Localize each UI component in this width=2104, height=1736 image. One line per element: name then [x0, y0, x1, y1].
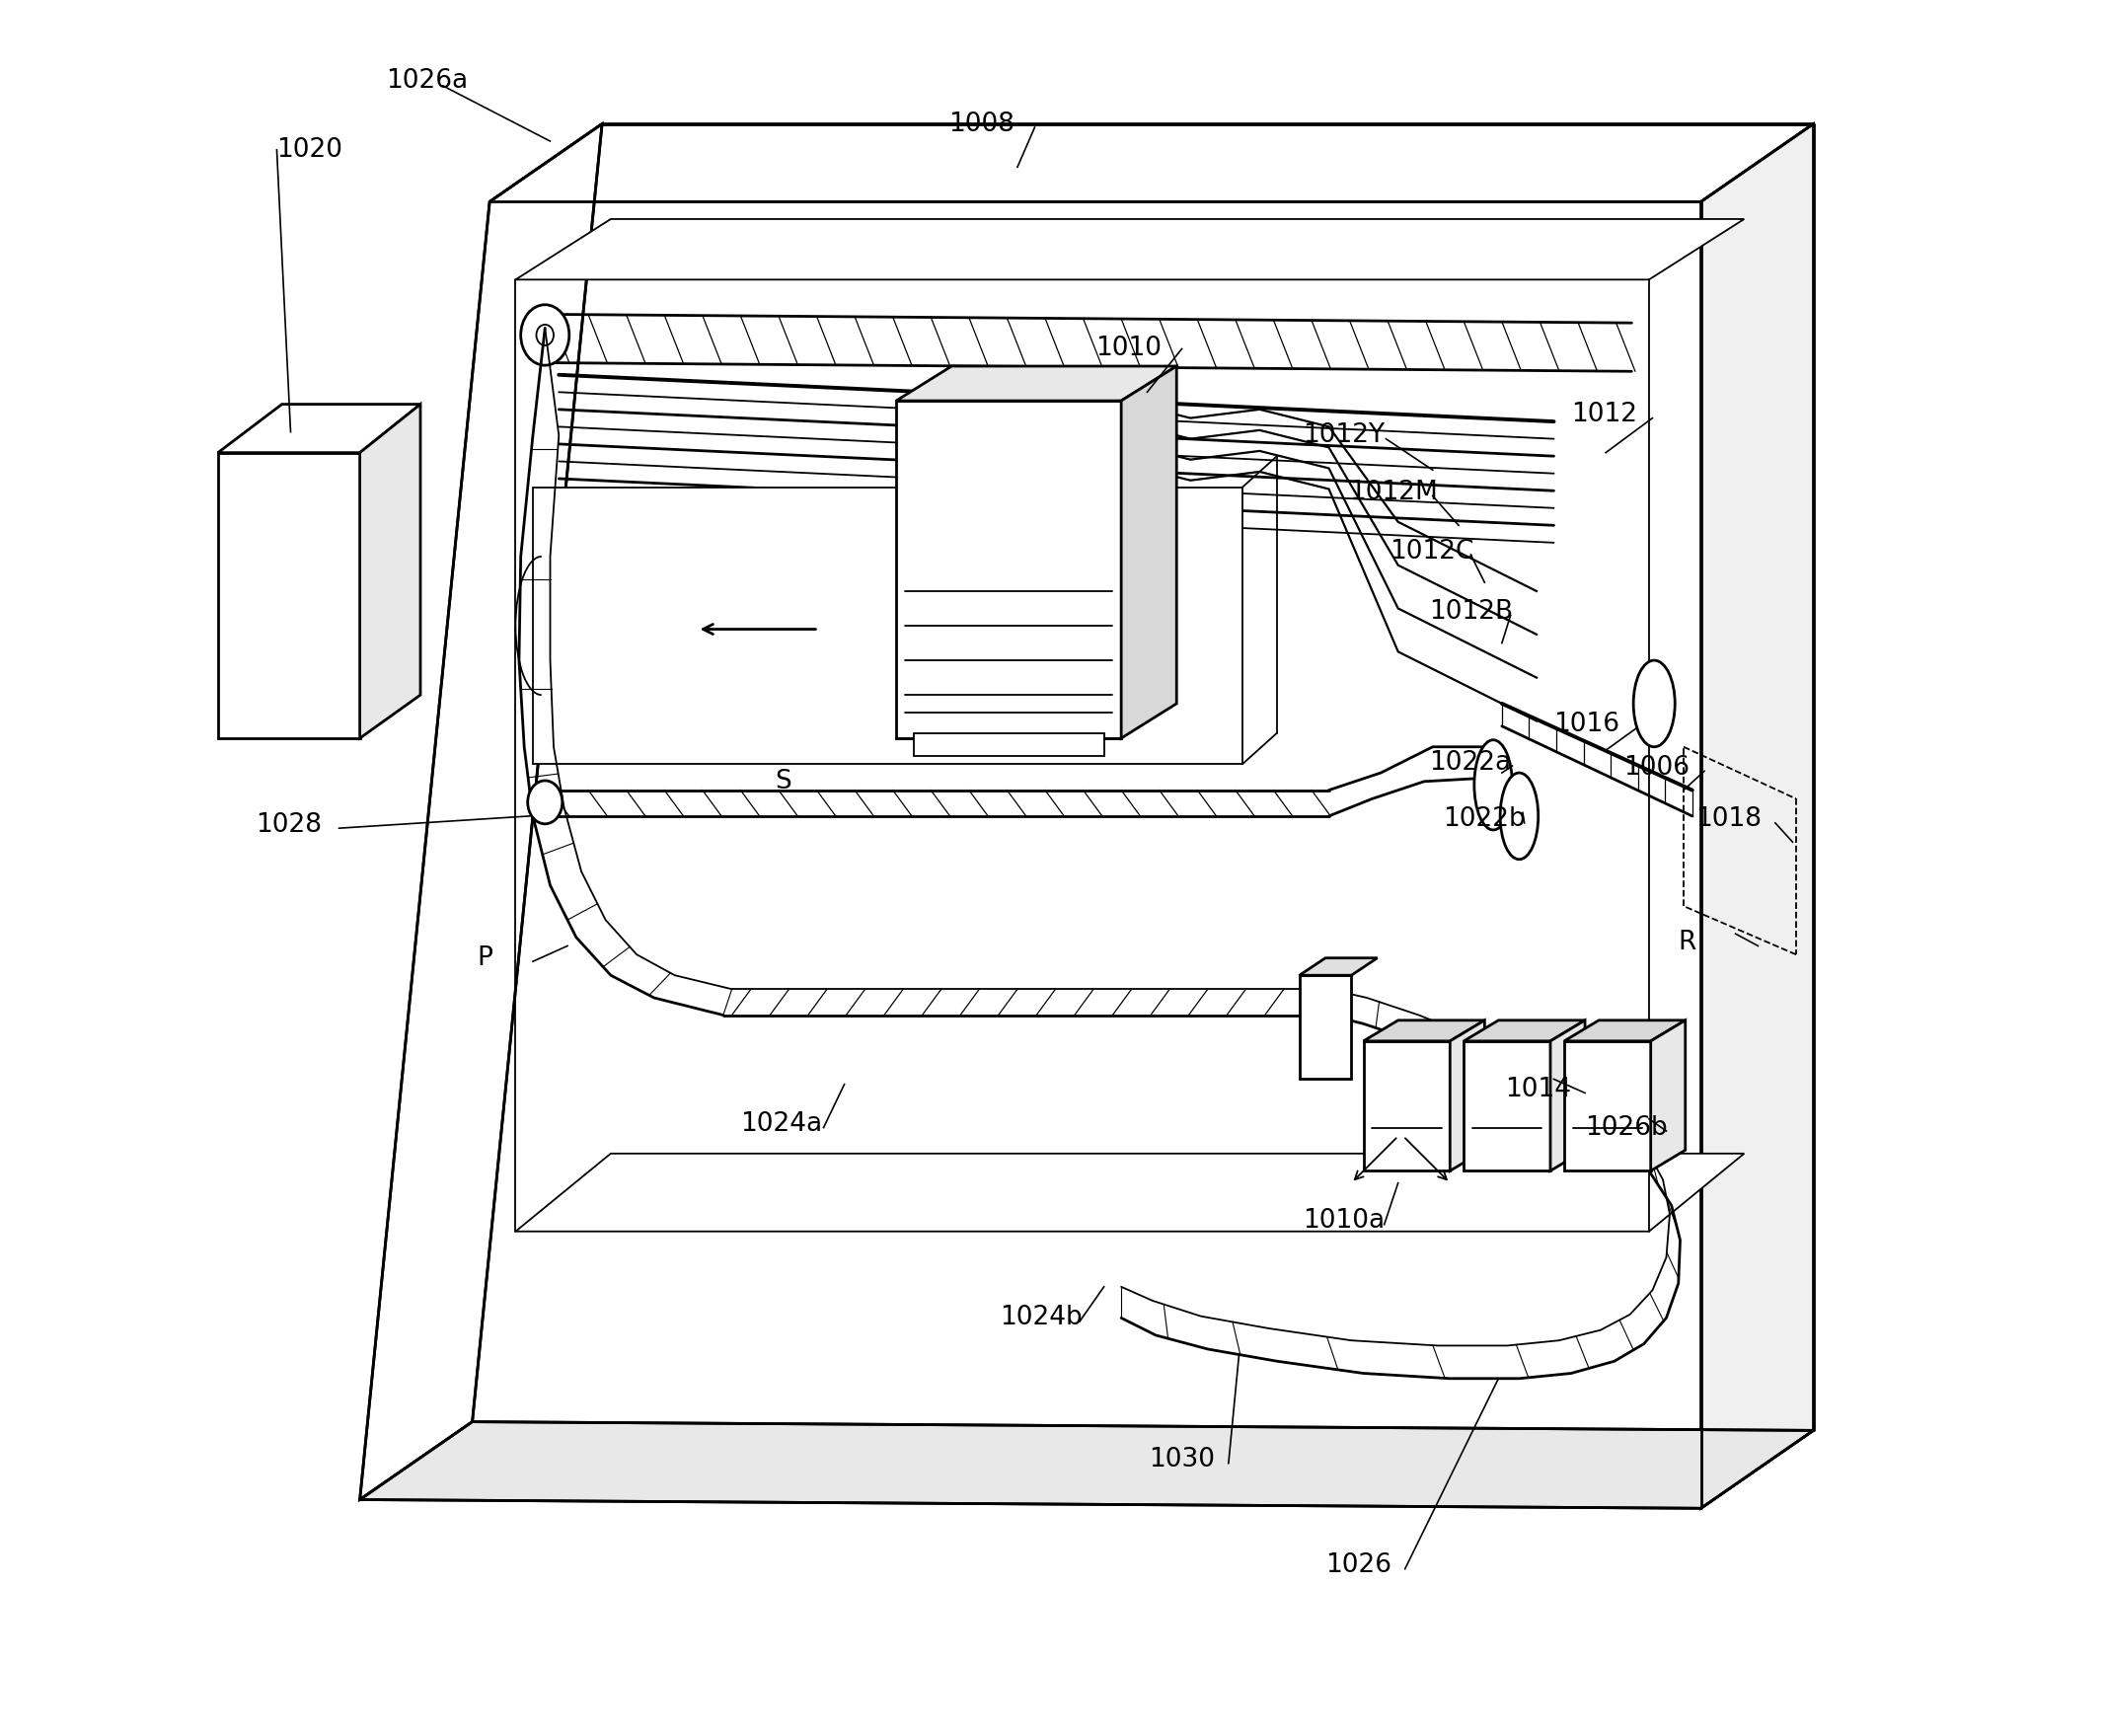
Polygon shape: [1363, 1042, 1450, 1170]
Ellipse shape: [1633, 660, 1675, 746]
Text: 1026b: 1026b: [1584, 1115, 1668, 1141]
Polygon shape: [1551, 1021, 1584, 1170]
Text: 1010a: 1010a: [1302, 1208, 1384, 1234]
Polygon shape: [219, 404, 421, 453]
Text: 1030: 1030: [1149, 1448, 1214, 1472]
Ellipse shape: [1500, 773, 1538, 859]
Text: 1016: 1016: [1555, 712, 1620, 738]
Text: 1022a: 1022a: [1429, 750, 1511, 776]
Polygon shape: [896, 366, 1176, 401]
Text: 1012B: 1012B: [1429, 599, 1513, 625]
Text: 1026: 1026: [1326, 1552, 1391, 1578]
Ellipse shape: [1475, 740, 1513, 830]
Polygon shape: [360, 123, 602, 1500]
Polygon shape: [1464, 1021, 1584, 1042]
Text: 1012M: 1012M: [1349, 479, 1439, 505]
Text: 1012Y: 1012Y: [1302, 422, 1384, 448]
Polygon shape: [515, 1153, 1744, 1231]
Text: 1014: 1014: [1504, 1076, 1572, 1102]
Text: 1026a: 1026a: [385, 68, 467, 94]
Text: S: S: [774, 769, 791, 795]
Polygon shape: [219, 453, 360, 738]
Polygon shape: [1700, 123, 1814, 1509]
Text: 1022b: 1022b: [1443, 807, 1525, 832]
Polygon shape: [913, 733, 1105, 755]
Polygon shape: [515, 219, 1744, 279]
Text: 1010: 1010: [1096, 337, 1161, 361]
Text: 1018: 1018: [1696, 807, 1761, 832]
Ellipse shape: [522, 306, 570, 365]
Text: R: R: [1679, 929, 1696, 955]
Polygon shape: [1563, 1042, 1652, 1170]
Text: 1020: 1020: [278, 137, 343, 163]
Polygon shape: [532, 488, 1241, 764]
Polygon shape: [360, 404, 421, 738]
Polygon shape: [1563, 1021, 1685, 1042]
Polygon shape: [490, 123, 1814, 201]
Text: 1008: 1008: [949, 111, 1014, 137]
Polygon shape: [360, 1422, 1814, 1509]
Text: 1024b: 1024b: [999, 1305, 1084, 1332]
Text: 1024a: 1024a: [741, 1111, 823, 1137]
Polygon shape: [1363, 1021, 1485, 1042]
Polygon shape: [1300, 976, 1351, 1080]
Polygon shape: [1121, 366, 1176, 738]
Ellipse shape: [528, 781, 562, 825]
Polygon shape: [1464, 1042, 1551, 1170]
Polygon shape: [1652, 1021, 1685, 1170]
Text: 1028: 1028: [257, 812, 322, 837]
Text: 1012: 1012: [1572, 401, 1637, 427]
Polygon shape: [896, 401, 1121, 738]
Polygon shape: [1450, 1021, 1485, 1170]
Text: 1006: 1006: [1622, 755, 1690, 781]
Text: P: P: [478, 944, 492, 970]
Text: 1012C: 1012C: [1389, 538, 1473, 564]
Polygon shape: [1300, 958, 1378, 976]
